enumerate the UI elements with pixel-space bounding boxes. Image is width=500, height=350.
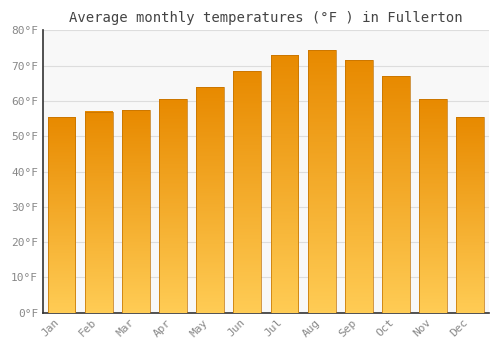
Bar xyxy=(234,71,262,313)
Title: Average monthly temperatures (°F ) in Fullerton: Average monthly temperatures (°F ) in Fu… xyxy=(69,11,462,25)
Bar xyxy=(196,87,224,313)
Bar xyxy=(308,50,336,313)
Bar xyxy=(159,99,187,313)
Bar xyxy=(122,110,150,313)
Bar xyxy=(419,99,447,313)
Bar xyxy=(85,112,112,313)
Bar xyxy=(48,117,76,313)
Bar xyxy=(345,61,373,313)
Bar xyxy=(85,112,112,313)
Bar xyxy=(122,110,150,313)
Bar xyxy=(382,76,410,313)
Bar xyxy=(234,71,262,313)
Bar xyxy=(159,99,187,313)
Bar xyxy=(345,61,373,313)
Bar xyxy=(308,50,336,313)
Bar xyxy=(456,117,484,313)
Bar xyxy=(456,117,484,313)
Bar xyxy=(196,87,224,313)
Bar xyxy=(419,99,447,313)
Bar xyxy=(270,55,298,313)
Bar xyxy=(270,55,298,313)
Bar xyxy=(48,117,76,313)
Bar xyxy=(382,76,410,313)
